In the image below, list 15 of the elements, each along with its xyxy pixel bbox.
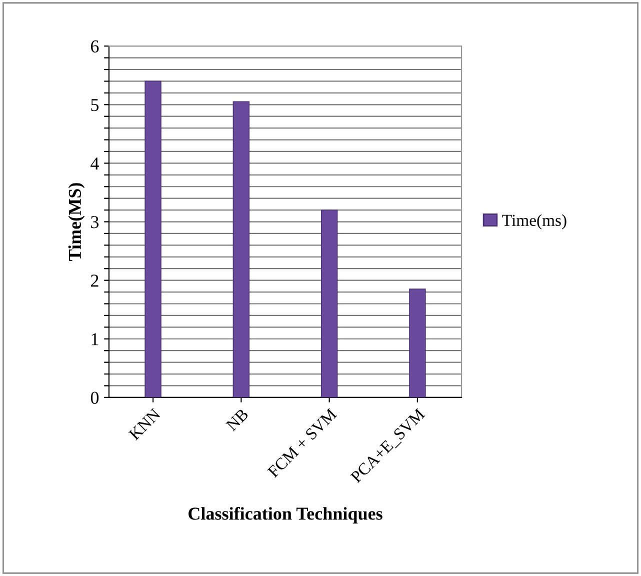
bar [409,288,426,398]
y-axis-title: Time(MS) [68,183,85,261]
bar [320,210,338,398]
y-tick-label: 6 [90,40,99,53]
x-tick-label: NB [226,408,249,432]
bar [144,80,162,398]
y-tick-label: 3 [91,216,99,228]
x-axis-title: Classification Techniques [188,506,382,524]
y-tick-label: 2 [91,274,98,287]
y-tick-label: 0 [90,392,99,404]
bar [232,101,250,398]
y-tick-label: 4 [90,158,99,170]
y-tick-label: 5 [91,99,99,112]
legend-label: Time(ms) [502,214,566,230]
y-tick-label: 1 [92,333,98,346]
